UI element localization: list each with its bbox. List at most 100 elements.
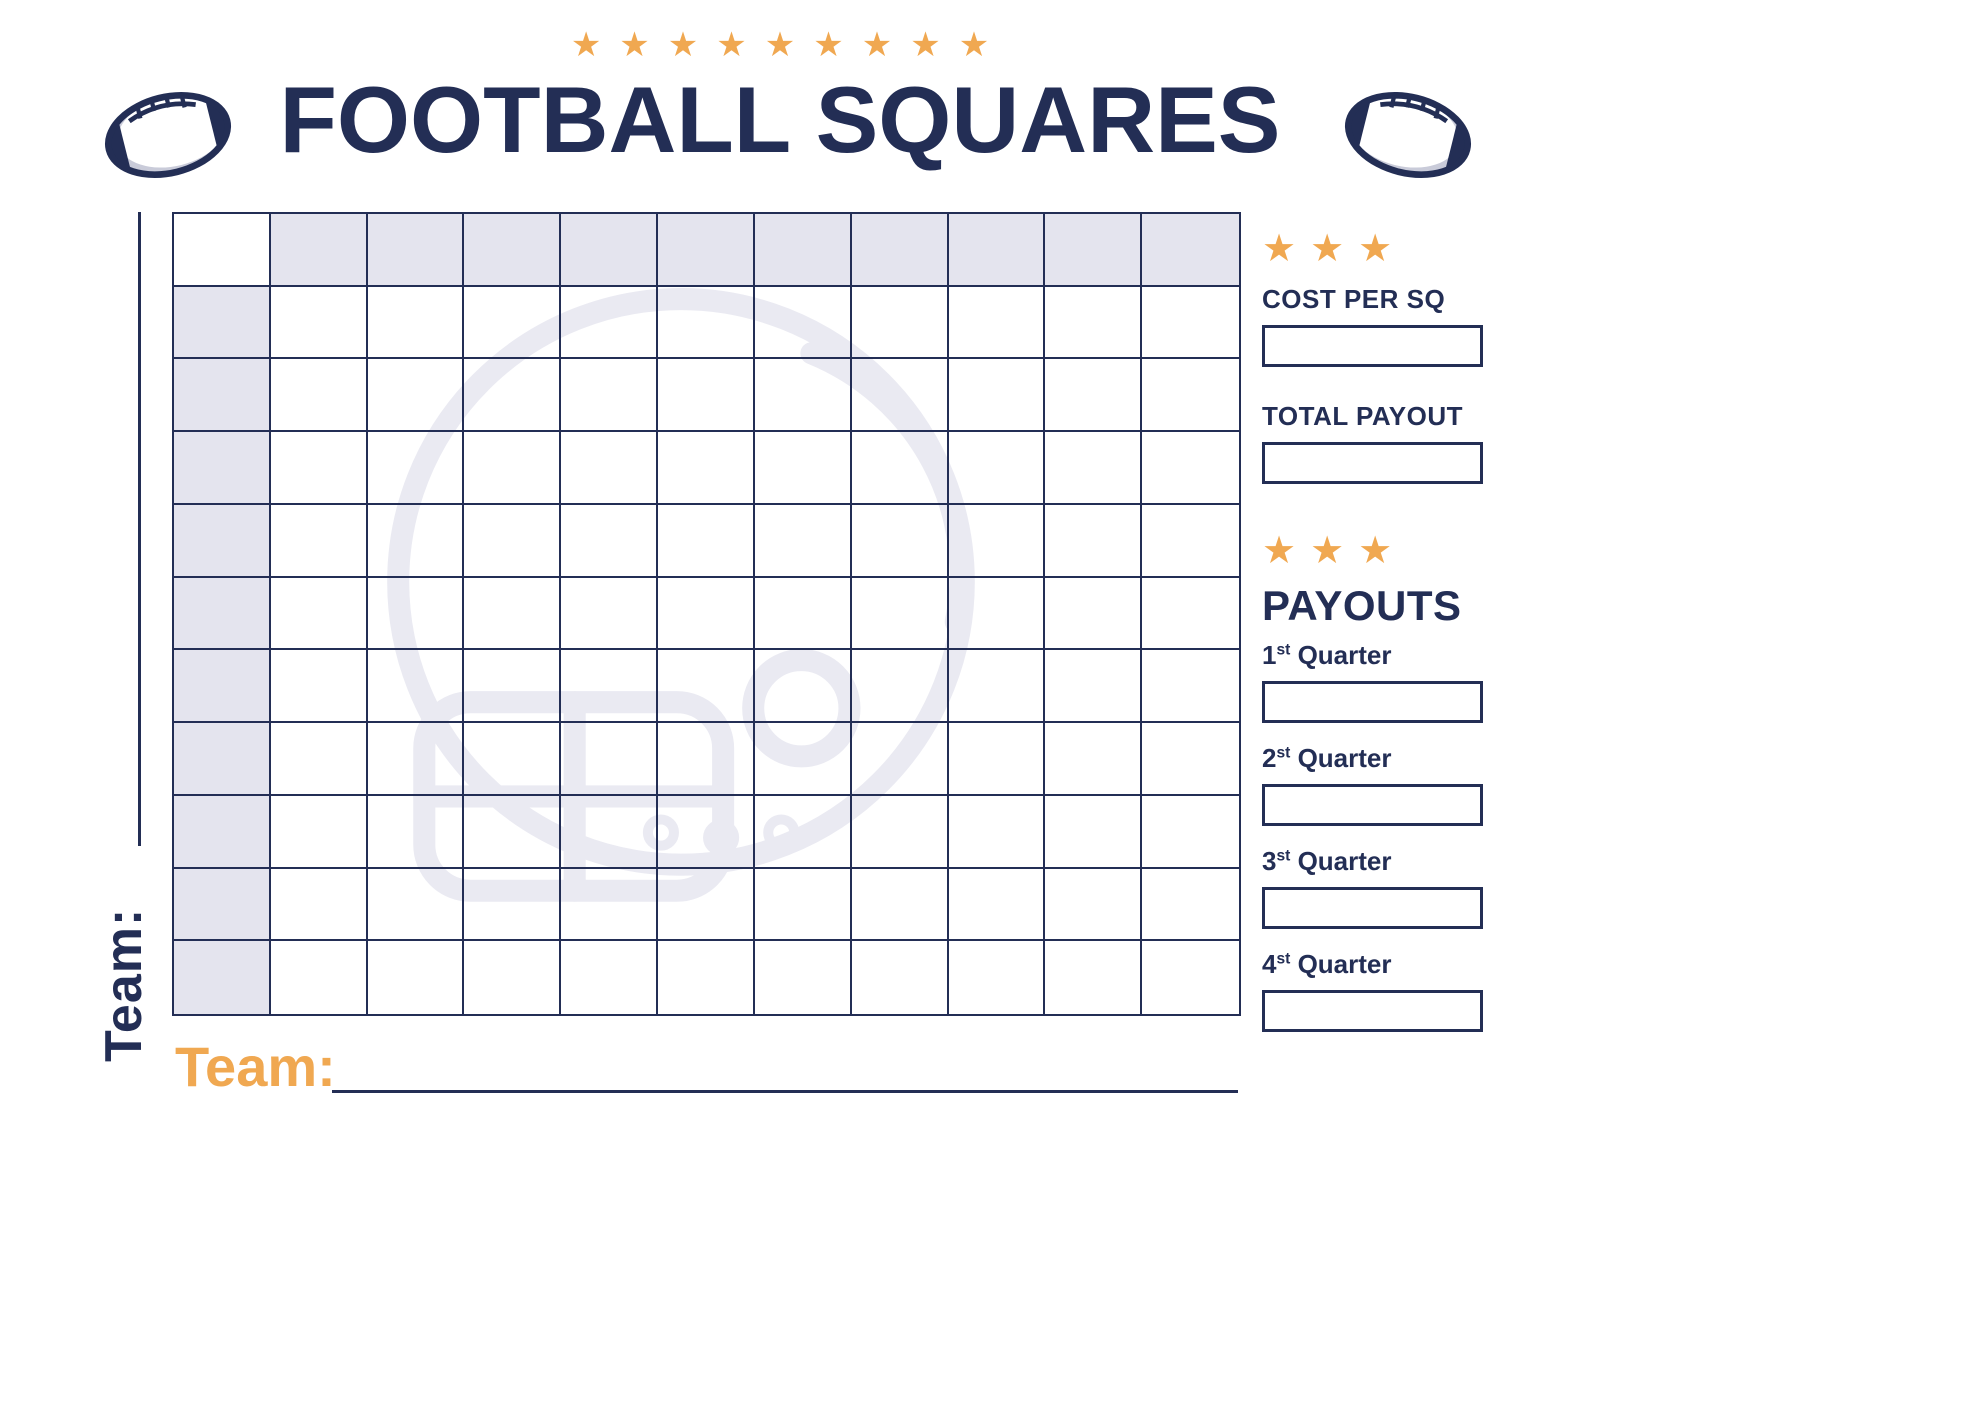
grid-cell[interactable] xyxy=(1142,578,1239,651)
grid-cell[interactable] xyxy=(851,432,949,505)
grid-cell[interactable] xyxy=(1045,359,1143,433)
grid-header-cell[interactable] xyxy=(754,214,852,287)
grid-header-cell[interactable] xyxy=(174,723,271,796)
grid-header-cell[interactable] xyxy=(174,868,271,942)
grid-cell[interactable] xyxy=(1045,432,1143,505)
grid-cell[interactable] xyxy=(949,941,1046,1014)
grid-cell[interactable] xyxy=(948,359,1046,433)
grid-cell[interactable] xyxy=(561,432,659,505)
grid-cell[interactable] xyxy=(948,504,1046,578)
grid-cell[interactable] xyxy=(270,723,368,796)
grid-cell[interactable] xyxy=(754,795,852,869)
grid-cell[interactable] xyxy=(851,359,949,433)
grid-header-cell[interactable] xyxy=(174,286,271,360)
grid-cell[interactable] xyxy=(367,650,465,724)
grid-header-cell[interactable] xyxy=(948,214,1046,287)
grid-cell[interactable] xyxy=(851,723,949,796)
grid-cell[interactable] xyxy=(658,723,755,796)
grid-cell[interactable] xyxy=(658,941,755,1014)
grid-header-cell[interactable] xyxy=(174,650,271,724)
grid-header-cell[interactable] xyxy=(270,214,368,287)
grid-cell[interactable] xyxy=(464,504,562,578)
grid-header-cell[interactable] xyxy=(174,214,271,287)
cost-per-sq-input[interactable] xyxy=(1262,325,1483,367)
grid-cell[interactable] xyxy=(1142,723,1239,796)
grid-cell[interactable] xyxy=(1045,795,1143,869)
grid-cell[interactable] xyxy=(561,795,659,869)
grid-cell[interactable] xyxy=(1045,723,1143,796)
grid-cell[interactable] xyxy=(1142,869,1239,942)
grid-cell[interactable] xyxy=(367,868,465,942)
grid-cell[interactable] xyxy=(464,432,562,505)
grid-cell[interactable] xyxy=(270,504,368,578)
grid-cell[interactable] xyxy=(464,941,562,1014)
grid-cell[interactable] xyxy=(270,795,368,869)
grid-cell[interactable] xyxy=(464,650,562,724)
grid-cell[interactable] xyxy=(658,432,755,505)
grid-cell[interactable] xyxy=(464,795,562,869)
grid-cell[interactable] xyxy=(1142,505,1239,578)
grid-cell[interactable] xyxy=(754,868,852,942)
grid-cell[interactable] xyxy=(948,868,1046,942)
grid-cell[interactable] xyxy=(367,795,465,869)
grid-cell[interactable] xyxy=(270,868,368,942)
grid-cell[interactable] xyxy=(270,359,368,433)
grid-cell[interactable] xyxy=(851,577,949,651)
grid-header-cell[interactable] xyxy=(1142,214,1239,287)
grid-header-cell[interactable] xyxy=(174,795,271,869)
grid-cell[interactable] xyxy=(1045,650,1143,724)
grid-cell[interactable] xyxy=(464,577,562,651)
grid-cell[interactable] xyxy=(367,577,465,651)
quarter-payout-input[interactable] xyxy=(1262,990,1483,1032)
grid-cell[interactable] xyxy=(561,868,659,942)
grid-cell[interactable] xyxy=(368,941,465,1014)
grid-cell[interactable] xyxy=(464,286,562,360)
quarter-payout-input[interactable] xyxy=(1262,784,1483,826)
grid-cell[interactable] xyxy=(1142,359,1239,433)
grid-cell[interactable] xyxy=(1045,577,1143,651)
grid-cell[interactable] xyxy=(754,432,852,505)
grid-header-cell[interactable] xyxy=(174,359,271,433)
grid-cell[interactable] xyxy=(561,723,659,796)
grid-cell[interactable] xyxy=(948,795,1046,869)
grid-cell[interactable] xyxy=(948,432,1046,505)
grid-cell[interactable] xyxy=(852,941,949,1014)
grid-cell[interactable] xyxy=(561,286,659,360)
grid-header-cell[interactable] xyxy=(174,432,271,505)
grid-cell[interactable] xyxy=(367,723,465,796)
grid-cell[interactable] xyxy=(367,286,465,360)
grid-cell[interactable] xyxy=(367,432,465,505)
grid-header-cell[interactable] xyxy=(851,214,949,287)
grid-cell[interactable] xyxy=(851,868,949,942)
grid-cell[interactable] xyxy=(1045,286,1143,360)
grid-header-cell[interactable] xyxy=(367,214,465,287)
grid-cell[interactable] xyxy=(754,286,852,360)
grid-cell[interactable] xyxy=(754,577,852,651)
grid-cell[interactable] xyxy=(658,286,755,360)
grid-cell[interactable] xyxy=(1142,796,1239,869)
grid-cell[interactable] xyxy=(1142,650,1239,724)
grid-cell[interactable] xyxy=(561,359,659,433)
grid-cell[interactable] xyxy=(1142,941,1239,1014)
grid-cell[interactable] xyxy=(948,577,1046,651)
grid-cell[interactable] xyxy=(658,359,755,433)
grid-header-cell[interactable] xyxy=(174,577,271,651)
grid-cell[interactable] xyxy=(948,286,1046,360)
grid-cell[interactable] xyxy=(561,504,659,578)
grid-cell[interactable] xyxy=(1142,432,1239,505)
grid-cell[interactable] xyxy=(851,286,949,360)
grid-cell[interactable] xyxy=(1045,504,1143,578)
grid-cell[interactable] xyxy=(270,432,368,505)
grid-cell[interactable] xyxy=(464,723,562,796)
grid-header-cell[interactable] xyxy=(1045,214,1143,287)
grid-cell[interactable] xyxy=(851,504,949,578)
quarter-payout-input[interactable] xyxy=(1262,887,1483,929)
grid-cell[interactable] xyxy=(1045,941,1143,1014)
grid-cell[interactable] xyxy=(561,577,659,651)
grid-cell[interactable] xyxy=(754,650,852,724)
grid-cell[interactable] xyxy=(464,359,562,433)
grid-cell[interactable] xyxy=(754,504,852,578)
grid-cell[interactable] xyxy=(658,577,755,651)
grid-cell[interactable] xyxy=(948,723,1046,796)
team-line-bottom[interactable] xyxy=(332,1090,1238,1093)
